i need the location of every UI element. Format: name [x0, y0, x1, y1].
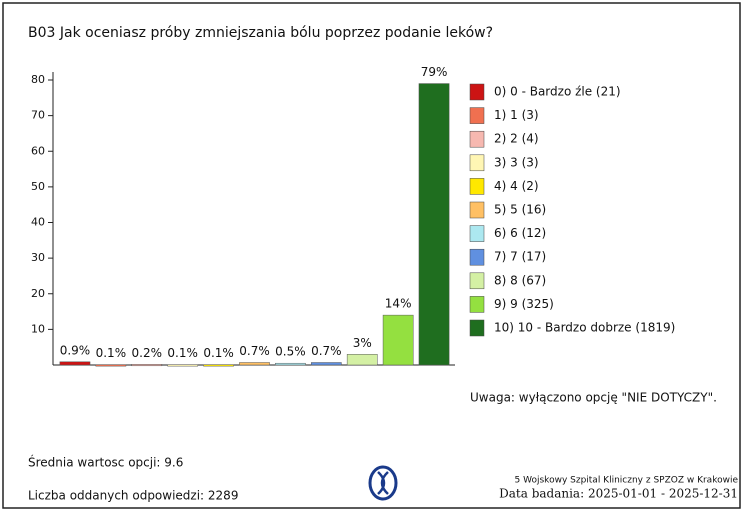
- legend-swatch: [469, 178, 485, 195]
- legend-swatch: [469, 130, 485, 148]
- legend-label: 4) 4 (2): [494, 179, 539, 193]
- value-label: 3%: [353, 336, 372, 350]
- y-tick-label: 30: [31, 251, 45, 264]
- value-label: 14%: [385, 297, 412, 311]
- legend-swatch: [469, 296, 485, 313]
- y-tick-label: 10: [31, 322, 45, 335]
- bar: [275, 362, 306, 366]
- value-label: 79%: [421, 65, 448, 79]
- value-label: 0.1%: [96, 346, 127, 360]
- legend-swatch: [469, 83, 485, 101]
- legend-swatch: [469, 154, 485, 172]
- mean: Średnia wartosc opcji: 9.6: [28, 455, 183, 470]
- note: Uwaga: wyłączono opcję "NIE DOTYCZY".: [470, 391, 717, 405]
- legend-label: 8) 8 (67): [494, 273, 546, 287]
- legend-swatch: [469, 272, 485, 290]
- institution: 5 Wojskowy Szpital Kliniczny z SPZOZ w K…: [515, 476, 739, 486]
- bar: [310, 362, 342, 366]
- y-tick-label: 20: [31, 287, 45, 300]
- value-label: 0.1%: [203, 346, 234, 360]
- legend-swatch: [469, 319, 485, 337]
- y-tick-label: 50: [31, 180, 45, 193]
- bar: [203, 364, 234, 367]
- bar: [239, 362, 270, 366]
- legend-label: 3) 3 (3): [494, 155, 539, 169]
- value-label: 0.1%: [167, 346, 198, 360]
- logo: [368, 465, 398, 501]
- legend-label: 2) 2 (4): [494, 132, 539, 146]
- value-label: 0.7%: [311, 344, 342, 358]
- legend-swatch: [469, 107, 485, 124]
- bar: [131, 364, 163, 367]
- legend-label: 6) 6 (12): [494, 226, 546, 240]
- chart-title: B03 Jak oceniasz próby zmniejszania bólu…: [28, 25, 493, 41]
- value-label: 0.7%: [239, 344, 270, 358]
- y-tick-label: 80: [31, 73, 45, 86]
- legend-label: 7) 7 (17): [494, 250, 546, 264]
- bar: [167, 364, 199, 367]
- legend-swatch: [469, 248, 485, 266]
- y-tick-label: 40: [31, 216, 45, 229]
- bar: [95, 364, 127, 367]
- bar: [382, 314, 414, 366]
- bar: [418, 83, 450, 366]
- legend-label: 9) 9 (325): [494, 297, 554, 311]
- value-label: 0.2%: [132, 346, 163, 360]
- legend-swatch: [469, 225, 485, 242]
- legend-label: 5) 5 (16): [494, 203, 546, 217]
- y-tick-label: 60: [31, 144, 45, 157]
- legend-label: 10) 10 - Bardzo dobrze (1819): [494, 321, 675, 335]
- bar: [346, 354, 378, 366]
- bar: [59, 361, 91, 366]
- y-tick-label: 70: [31, 109, 45, 122]
- legend-label: 0) 0 - Bardzo źle (21): [494, 85, 621, 99]
- value-label: 0.5%: [275, 345, 306, 359]
- count: Liczba oddanych odpowiedzi: 2289: [28, 489, 238, 503]
- value-label: 0.9%: [60, 343, 91, 357]
- legend-swatch: [469, 201, 485, 219]
- legend-label: 1) 1 (3): [494, 108, 539, 122]
- dates: Data badania: 2025-01-01 - 2025-12-31: [499, 487, 738, 501]
